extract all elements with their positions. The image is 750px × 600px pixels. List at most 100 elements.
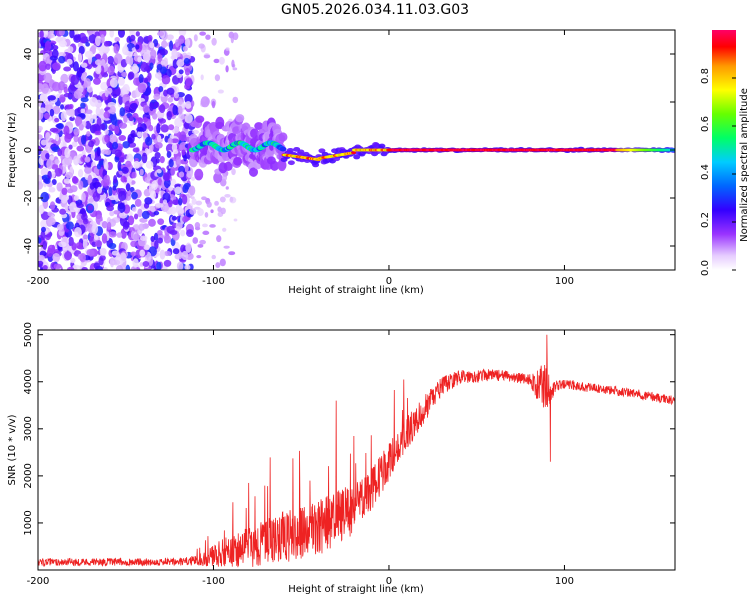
heatmap-cell [160,124,169,133]
heatmap-cell [149,102,154,112]
heatmap-cell [71,141,78,148]
heatmap-cell [157,218,165,225]
heatmap-cell [73,135,79,143]
heatmap-cell [69,185,78,193]
heatmap-cell [108,242,117,250]
heatmap-cell [141,210,150,220]
heatmap-cell [101,233,108,244]
heatmap-cell [174,186,182,195]
heatmap-cell [63,178,71,184]
heatmap-cell [158,85,164,93]
heatmap-cell [178,165,185,174]
heatmap-cell [194,168,204,181]
snr-panel: -200 -100 0 100 1000 2000 3000 4000 5000 Height… [7,322,676,595]
heatmap-cell [113,53,123,64]
heatmap-cell [78,45,85,55]
heatmap-cell [44,177,51,185]
heatmap-cell [221,173,228,182]
heatmap-cell [58,55,66,64]
heatmap-cell [89,97,98,107]
heatmap-cell [197,208,204,216]
heatmap-cell [93,262,100,270]
heatmap-cell [163,57,169,67]
heatmap-cell [179,131,187,142]
heatmap-cell [142,117,148,123]
heatmap-cell [109,211,115,217]
heatmap-cell [180,229,186,237]
heatmap-cell [126,153,134,163]
heatmap-cell [169,40,174,51]
heatmap-cell [204,211,209,218]
heatmap-cell [129,102,138,110]
colorbar-tick-label: 0.4 [700,164,711,180]
heatmap-cell [77,53,83,63]
heatmap-cell [186,229,194,238]
heatmap-cell [131,206,137,212]
heatmap-cell [149,42,155,49]
heatmap-cell [178,69,184,75]
heatmap-cell [47,170,52,180]
snr-series-line [38,334,675,568]
heatmap-cell [184,83,190,90]
heatmap-cell [172,248,180,255]
heatmap-cell [163,178,171,189]
heatmap-cell [223,161,233,172]
heatmap-cell [270,160,280,171]
heatmap-cell [167,96,174,103]
heatmap-cell [92,190,101,202]
spectrogram-y-tick-label: -20 [23,190,34,206]
heatmap-cell [154,152,161,159]
heatmap-cell [38,181,44,190]
spectrogram-x-tick-label: -200 [27,276,50,287]
heatmap-cell [178,98,183,105]
heatmap-cell [156,261,162,270]
heatmap-cell [149,49,157,60]
heatmap-cell [140,235,148,241]
heatmap-cell [148,124,154,132]
heatmap-cell [219,258,226,267]
heatmap-cell [133,77,141,86]
snr-y-ticks: 1000 2000 3000 4000 5000 [23,322,675,536]
heatmap-cell [182,46,188,52]
heatmap-cell [130,251,137,257]
heatmap-cell [103,174,110,183]
heatmap-cell [73,34,82,43]
heatmap-cell [202,230,210,236]
heatmap-cell [225,186,229,190]
heatmap-cell [125,264,131,270]
heatmap-cell [175,156,182,167]
heatmap-cell [148,218,156,227]
heatmap-cell [170,138,180,144]
heatmap-cell [86,248,95,257]
heatmap-cell [127,133,135,144]
heatmap-cell [45,152,50,159]
heatmap-cell [114,37,120,42]
heatmap-cell [42,264,48,270]
colorbar-tick-label: 0.2 [700,212,711,228]
heatmap-cell [131,191,138,200]
heatmap-cell [64,251,72,261]
heatmap-cell [96,186,103,194]
heatmap-cell [157,229,163,236]
heatmap-cell [93,77,101,85]
heatmap-cell [67,46,74,53]
heatmap-cell [94,130,102,136]
heatmap-cell [149,205,156,212]
heatmap-cell [156,123,161,134]
heatmap-cell [109,105,116,115]
heatmap-cell [43,72,53,83]
heatmap-cell [88,140,95,148]
heatmap-cell [181,194,188,205]
heatmap-cell [129,30,134,35]
heatmap-cell [90,149,96,160]
heatmap-cell [184,113,193,124]
heatmap-cell [69,30,75,39]
heatmap-cell [99,247,107,256]
heatmap-cell [42,240,48,250]
heatmap-cell [38,98,42,107]
heatmap-cell [130,240,138,248]
heatmap-cell [194,221,201,229]
heatmap-cell [68,201,78,213]
heatmap-cell [40,167,49,177]
heatmap-cell [225,65,229,73]
